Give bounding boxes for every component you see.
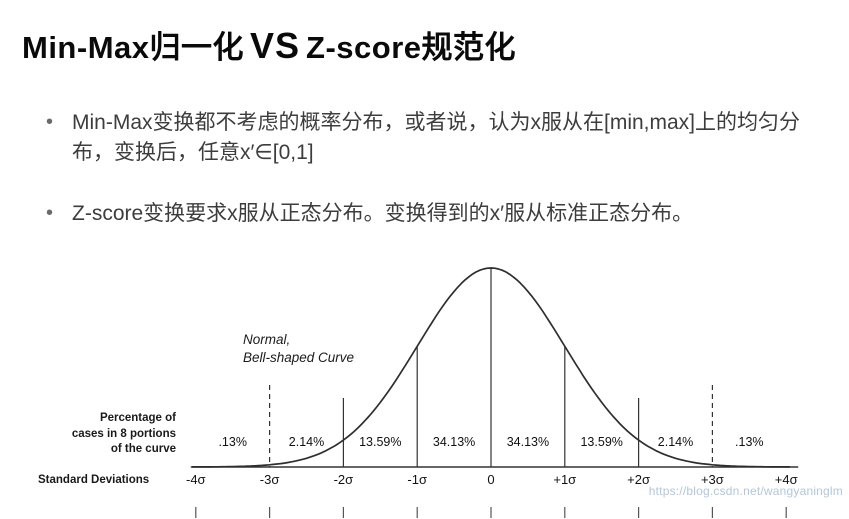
bullet-icon: • xyxy=(46,111,54,133)
normal-distribution-chart: .13% 2.14% 13.59% 34.13% 34.13% 13.59% 2.14% .1… xyxy=(0,255,849,519)
bullet-icon: • xyxy=(46,201,54,224)
percent-label: .13% xyxy=(218,435,247,449)
curve-annotation: Normal, Bell-shaped Curve xyxy=(243,332,355,366)
page-title: Min-Max归一化 VS Z-score规范化 xyxy=(22,22,516,67)
title-minmax: Min-Max归一化 xyxy=(22,30,244,65)
percent-label: .13% xyxy=(735,435,764,449)
bullet-item-zscore: • Z-score变换要求x服从正态分布。变换得到的x′服从标准正态分布。 xyxy=(40,199,820,229)
bullet-text: Z-score变换要求x服从正态分布。变换得到的x′服从标准正态分布。 xyxy=(72,201,694,225)
percent-label: 34.13% xyxy=(507,435,549,449)
sigma-tick-label: -2σ xyxy=(334,472,354,487)
bell-curve-svg: .13% 2.14% 13.59% 34.13% 34.13% 13.59% 2.14% .1… xyxy=(186,267,799,518)
percent-label: 2.14% xyxy=(658,435,693,449)
sigma-tick-label: 0 xyxy=(487,472,494,487)
standard-deviations-label: Standard Deviations xyxy=(38,474,150,486)
sigma-tick-label: +1σ xyxy=(553,472,576,487)
percent-label: 34.13% xyxy=(433,435,475,449)
bullet-text: Min-Max变换都不考虑的概率分布，或者说，认为x服从在[min,max]上的… xyxy=(72,111,801,165)
percent-label: 2.14% xyxy=(289,435,324,449)
sigma-tick-label: -1σ xyxy=(407,472,427,487)
bullet-item-minmax: • Min-Max变换都不考虑的概率分布，或者说，认为x服从在[min,max]上… xyxy=(40,108,820,169)
sigma-tick-label: -4σ xyxy=(186,472,206,487)
title-zscore: Z-score规范化 xyxy=(306,30,517,65)
percent-label: 13.59% xyxy=(580,435,622,449)
percentage-caption: Percentage of cases in 8 portions of the… xyxy=(71,412,176,456)
percent-label: 13.59% xyxy=(359,435,401,449)
sigma-tick-label: +4σ xyxy=(775,472,798,487)
sigma-tick-label: +3σ xyxy=(701,472,724,487)
bullet-list: • Min-Max变换都不考虑的概率分布，或者说，认为x服从在[min,max]上… xyxy=(40,108,820,259)
sigma-tick-label: +2σ xyxy=(627,472,650,487)
sigma-tick-label: -3σ xyxy=(260,472,280,487)
title-vs: VS xyxy=(250,25,301,66)
watermark: https://blog.csdn.net/wangyaninglm xyxy=(648,484,843,498)
bell-curve-path xyxy=(192,267,790,468)
